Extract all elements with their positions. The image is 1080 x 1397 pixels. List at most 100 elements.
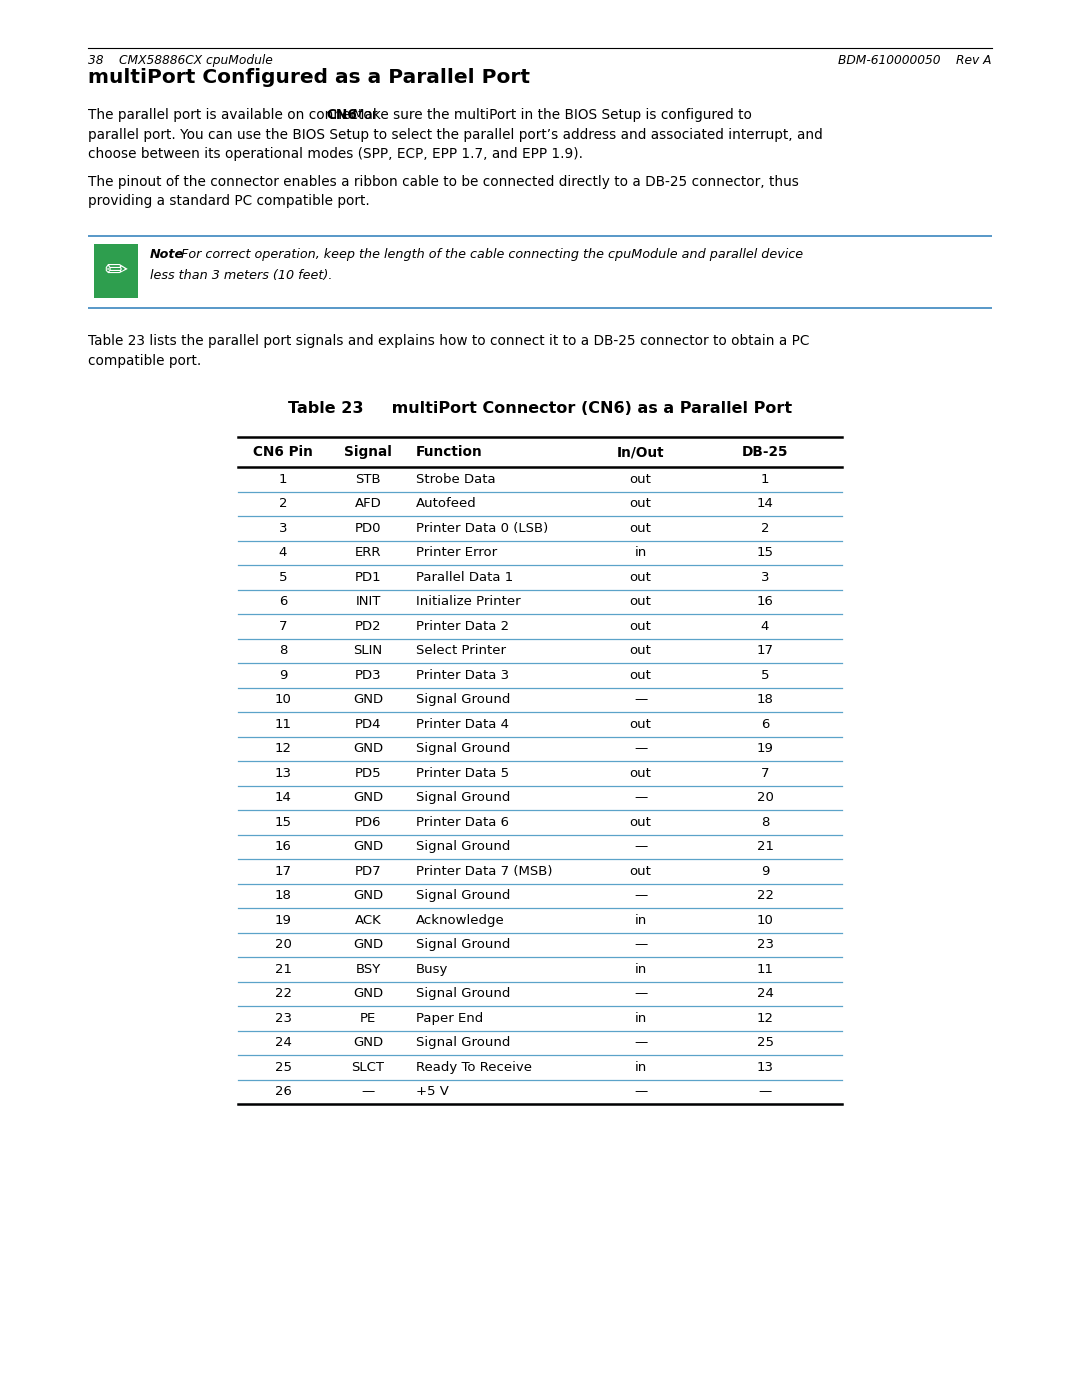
Text: 19: 19: [274, 914, 292, 926]
Text: Signal Ground: Signal Ground: [416, 791, 511, 805]
Text: 4: 4: [760, 620, 769, 633]
Text: providing a standard PC compatible port.: providing a standard PC compatible port.: [87, 194, 369, 208]
Text: Signal Ground: Signal Ground: [416, 742, 511, 756]
Text: 24: 24: [757, 988, 773, 1000]
Text: Printer Data 7 (MSB): Printer Data 7 (MSB): [416, 865, 553, 877]
Text: PD5: PD5: [354, 767, 381, 780]
Text: GND: GND: [353, 988, 383, 1000]
Bar: [94, 244, 138, 298]
Text: 2: 2: [760, 521, 769, 535]
Text: Printer Data 6: Printer Data 6: [416, 816, 509, 828]
Text: PD4: PD4: [354, 718, 381, 731]
Text: GND: GND: [353, 742, 383, 756]
Text: 25: 25: [274, 1060, 292, 1074]
Text: 5: 5: [760, 669, 769, 682]
Text: 14: 14: [757, 497, 773, 510]
Text: ACK: ACK: [354, 914, 381, 926]
Text: 9: 9: [760, 865, 769, 877]
Text: 13: 13: [274, 767, 292, 780]
Text: —: —: [634, 791, 647, 805]
Text: CN6: CN6: [326, 108, 357, 122]
Text: choose between its operational modes (SPP, ECP, EPP 1.7, and EPP 1.9).: choose between its operational modes (SP…: [87, 147, 583, 161]
Text: 3: 3: [279, 521, 287, 535]
Text: Printer Error: Printer Error: [416, 546, 497, 559]
Text: STB: STB: [355, 472, 381, 486]
Text: PD3: PD3: [354, 669, 381, 682]
Text: 10: 10: [757, 914, 773, 926]
Text: 17: 17: [274, 865, 292, 877]
Text: 20: 20: [757, 791, 773, 805]
Text: Signal Ground: Signal Ground: [416, 1037, 511, 1049]
Text: The parallel port is available on connector: The parallel port is available on connec…: [87, 108, 381, 122]
Text: 23: 23: [274, 1011, 292, 1025]
Text: —: —: [634, 742, 647, 756]
Text: Printer Data 0 (LSB): Printer Data 0 (LSB): [416, 521, 549, 535]
Text: AFD: AFD: [354, 497, 381, 510]
Text: Strobe Data: Strobe Data: [416, 472, 496, 486]
Text: 16: 16: [274, 840, 292, 854]
Text: less than 3 meters (10 feet).: less than 3 meters (10 feet).: [150, 270, 333, 282]
Text: +5 V: +5 V: [416, 1085, 449, 1098]
Text: GND: GND: [353, 840, 383, 854]
Text: 8: 8: [279, 644, 287, 657]
Text: 3: 3: [760, 571, 769, 584]
Text: Select Printer: Select Printer: [416, 644, 507, 657]
Text: in: in: [634, 1060, 647, 1074]
Text: GND: GND: [353, 890, 383, 902]
Text: 21: 21: [756, 840, 773, 854]
Text: Printer Data 3: Printer Data 3: [416, 669, 509, 682]
Text: Printer Data 5: Printer Data 5: [416, 767, 509, 780]
Text: out: out: [630, 669, 651, 682]
Text: out: out: [630, 718, 651, 731]
Text: 23: 23: [756, 939, 773, 951]
Text: 6: 6: [279, 595, 287, 608]
Text: out: out: [630, 521, 651, 535]
Text: 7: 7: [760, 767, 769, 780]
Text: 8: 8: [760, 816, 769, 828]
Text: Acknowledge: Acknowledge: [416, 914, 504, 926]
Text: —: —: [758, 1085, 771, 1098]
Text: GND: GND: [353, 1037, 383, 1049]
Text: Table 23 lists the parallel port signals and explains how to connect it to a DB-: Table 23 lists the parallel port signals…: [87, 334, 809, 348]
Text: 7: 7: [279, 620, 287, 633]
Text: The pinout of the connector enables a ribbon cable to be connected directly to a: The pinout of the connector enables a ri…: [87, 175, 799, 189]
Text: in: in: [634, 1011, 647, 1025]
Text: INIT: INIT: [355, 595, 380, 608]
Text: 11: 11: [274, 718, 292, 731]
Text: Function: Function: [416, 446, 483, 460]
Text: Signal Ground: Signal Ground: [416, 693, 511, 707]
Text: 25: 25: [756, 1037, 773, 1049]
Text: 22: 22: [274, 988, 292, 1000]
Text: 12: 12: [756, 1011, 773, 1025]
Text: Parallel Data 1: Parallel Data 1: [416, 571, 513, 584]
Text: 11: 11: [756, 963, 773, 975]
Text: Signal: Signal: [345, 446, 392, 460]
Text: 21: 21: [274, 963, 292, 975]
Text: out: out: [630, 620, 651, 633]
Text: Busy: Busy: [416, 963, 448, 975]
Text: out: out: [630, 472, 651, 486]
Text: Printer Data 4: Printer Data 4: [416, 718, 509, 731]
Text: PD2: PD2: [354, 620, 381, 633]
Text: 5: 5: [279, 571, 287, 584]
Text: —: —: [634, 1037, 647, 1049]
Text: SLCT: SLCT: [351, 1060, 384, 1074]
Text: Signal Ground: Signal Ground: [416, 988, 511, 1000]
Text: For correct operation, keep the length of the cable connecting the cpuModule and: For correct operation, keep the length o…: [173, 249, 804, 261]
Text: GND: GND: [353, 693, 383, 707]
Text: 18: 18: [757, 693, 773, 707]
Text: out: out: [630, 595, 651, 608]
Text: 1: 1: [760, 472, 769, 486]
Text: 13: 13: [756, 1060, 773, 1074]
Text: 14: 14: [274, 791, 292, 805]
Text: —: —: [362, 1085, 375, 1098]
Text: 26: 26: [274, 1085, 292, 1098]
Text: —: —: [634, 693, 647, 707]
Text: out: out: [630, 644, 651, 657]
Text: 16: 16: [757, 595, 773, 608]
Text: 12: 12: [274, 742, 292, 756]
Text: 10: 10: [274, 693, 292, 707]
Text: in: in: [634, 963, 647, 975]
Text: ERR: ERR: [354, 546, 381, 559]
Text: —: —: [634, 939, 647, 951]
